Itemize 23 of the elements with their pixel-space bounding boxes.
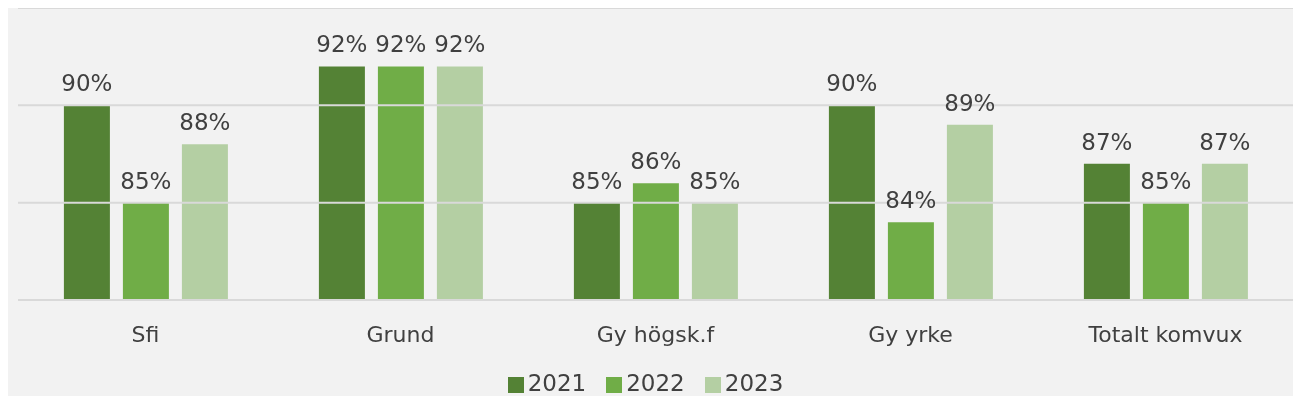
legend-label: 2022 (626, 370, 685, 396)
data-label: 85% (689, 167, 741, 194)
data-label: 85% (1140, 167, 1192, 194)
data-label: 85% (571, 167, 623, 194)
data-label: 87% (1199, 128, 1251, 155)
x-tick-label: Totalt komvux (1087, 321, 1243, 347)
data-label: 84% (885, 187, 937, 214)
legend-label: 2021 (527, 370, 587, 396)
data-label: 88% (179, 109, 231, 136)
data-label: 90% (826, 70, 878, 97)
x-tick-label: Sfi (131, 321, 160, 347)
data-label: 89% (944, 89, 996, 116)
data-label: 92% (375, 31, 427, 58)
data-label: 92% (434, 31, 486, 58)
data-label: 90% (61, 70, 113, 97)
data-label: 92% (316, 31, 368, 58)
x-tick-label: Gy yrke (868, 321, 953, 347)
data-label: 87% (1081, 128, 1133, 155)
data-label: 86% (630, 148, 682, 175)
legend-label: 2023 (724, 370, 784, 396)
x-tick-label: Grund (366, 321, 435, 347)
data-label: 85% (120, 167, 172, 194)
x-tick-label: Gy högsk.f (596, 321, 716, 347)
